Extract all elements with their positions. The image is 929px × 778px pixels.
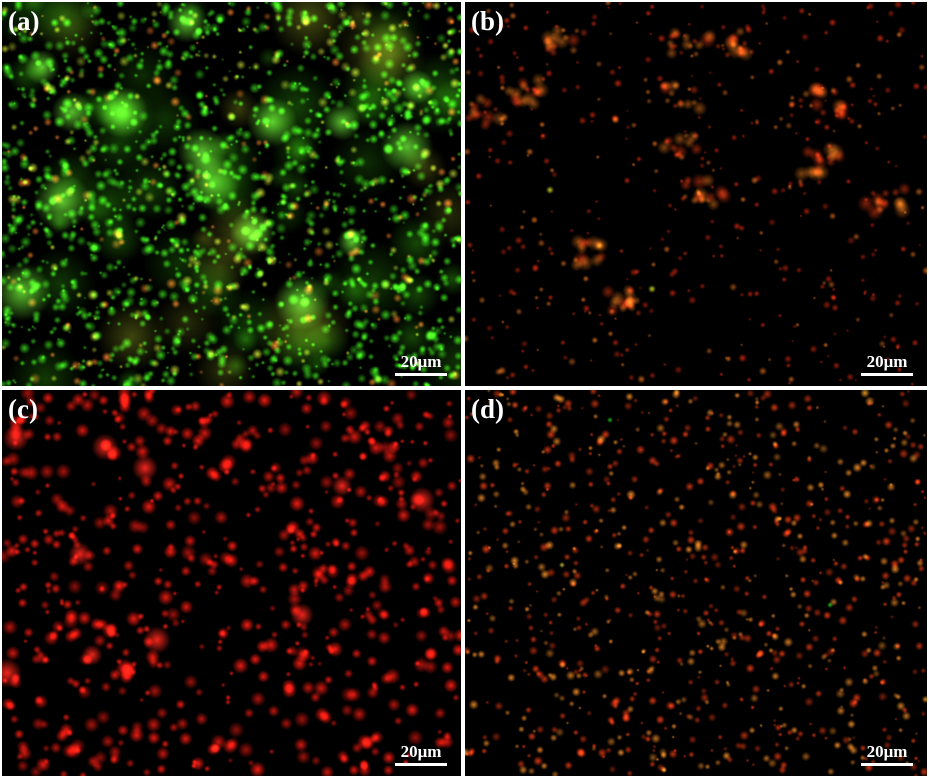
scale-bar-label-c: 20μm (400, 742, 442, 761)
panel-label-c: (c) (8, 394, 38, 424)
scale-bar-label-a: 20μm (400, 352, 442, 371)
scale-bar-a: 20μm (395, 353, 447, 376)
scale-bar-label-d: 20μm (866, 742, 908, 761)
scale-bar-line-d (861, 763, 913, 766)
panel-label-a: (a) (8, 6, 40, 36)
panel-label-b: (b) (471, 6, 504, 36)
micrograph-panel-d: (d) 20μm (465, 390, 927, 776)
scale-bar-line-b (861, 373, 913, 376)
fluorescence-image-b (465, 2, 927, 386)
micrograph-panel-c: (c) 20μm (2, 390, 461, 776)
fluorescence-image-c (2, 390, 461, 776)
scale-bar-line-c (395, 763, 447, 766)
scale-bar-b: 20μm (861, 353, 913, 376)
scale-bar-d: 20μm (861, 743, 913, 766)
panel-label-d: (d) (471, 394, 504, 424)
scale-bar-c: 20μm (395, 743, 447, 766)
micrograph-panel-a: (a) 20μm (2, 2, 461, 386)
scale-bar-label-b: 20μm (866, 352, 908, 371)
scale-bar-line-a (395, 373, 447, 376)
fluorescence-image-d (465, 390, 927, 776)
micrograph-panel-b: (b) 20μm (465, 2, 927, 386)
fluorescence-image-a (2, 2, 461, 386)
